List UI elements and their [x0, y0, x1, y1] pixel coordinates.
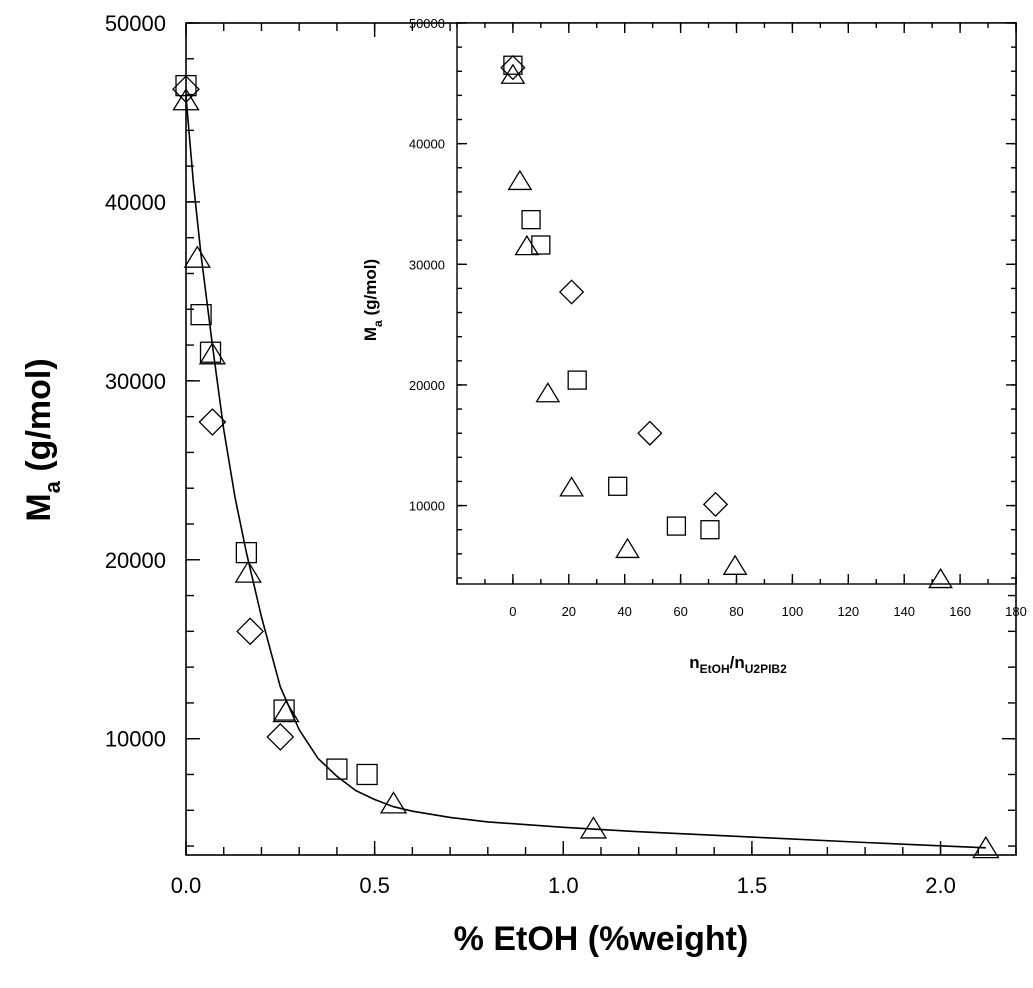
inset-square-point [700, 520, 720, 540]
inset-y-tick-label: 30000 [409, 257, 445, 272]
main-triangle-point [579, 816, 608, 839]
main-y-axis-title: Ma (g/mol) [20, 358, 65, 521]
main-series-triangle [172, 87, 1000, 859]
main-fit-curve [185, 96, 986, 849]
main-y-tick-label: 40000 [105, 190, 166, 215]
inset-triangle-point [500, 63, 526, 84]
main-square-point [273, 699, 295, 721]
main-triangle-point [272, 699, 300, 723]
main-square-point [356, 763, 378, 786]
main-diamond-point [266, 722, 295, 751]
inset-y-axis-title: Ma (g/mol) [361, 259, 385, 341]
inset-x-tick-label: 0 [509, 604, 516, 619]
main-x-tick-label: 1.0 [548, 873, 579, 898]
inset-x-tick-label: 20 [562, 604, 576, 619]
main-triangle-point [172, 87, 200, 111]
main-diamond-point [198, 408, 227, 436]
inset-triangle-point [514, 234, 540, 256]
inset-diamond-point [558, 279, 585, 305]
main-chart: 0.0 0.5 1.0 1.5 2.0 10000 20000 30000 40000 50000… [20, 11, 1017, 958]
inset-x-tick-label: 160 [949, 604, 971, 619]
main-x-tick-label: 2.0 [925, 873, 956, 898]
inset-series-diamond [500, 55, 729, 517]
main-series-diamond [172, 75, 295, 751]
inset-x-tick-label: 180 [1005, 604, 1027, 619]
main-triangle-point [183, 245, 211, 268]
inset-diamond-point [637, 420, 663, 446]
inset-series-triangle [500, 63, 953, 589]
inset-x-tick-label: 80 [729, 604, 743, 619]
main-x-axis-title: % EtOH (%weight) [454, 920, 749, 958]
inset-y-tick-label: 10000 [409, 499, 445, 514]
main-triangle-point [198, 342, 227, 365]
main-x-tick-label: 0.0 [171, 873, 202, 898]
main-y-tick-label: 10000 [105, 727, 166, 752]
inset-chart: 0 20 40 60 80 100 120 140 160 180 10000 20000 30000 4… [361, 16, 1027, 676]
main-diamond-point [172, 75, 200, 104]
main-x-tick-label: 1.5 [737, 873, 768, 898]
inset-triangle-point [722, 554, 748, 575]
inset-y-tick-label: 20000 [409, 378, 445, 393]
main-y-tick-label: 20000 [105, 548, 166, 573]
main-triangle-point [234, 560, 262, 583]
inset-square-point [521, 210, 541, 230]
main-y-tick-label: 50000 [105, 11, 166, 36]
main-diamond-point [236, 617, 265, 646]
main-triangle-point [379, 791, 408, 814]
inset-y-tick-label: 50000 [409, 16, 445, 31]
inset-x-tick-label: 40 [617, 604, 631, 619]
inset-triangle-point [507, 169, 533, 191]
main-square-point [199, 341, 222, 363]
main-x-tick-label: 0.5 [359, 873, 390, 898]
inset-series-square [503, 55, 720, 540]
inset-square-point [567, 370, 587, 390]
inset-x-tick-label: 60 [673, 604, 687, 619]
main-square-point [190, 303, 212, 326]
main-series-square [175, 74, 378, 786]
inset-x-axis-title: nEtOH/nU2PIB2 [689, 653, 787, 676]
inset-diamond-point [702, 491, 729, 517]
inset-triangle-point [615, 537, 640, 559]
inset-x-tick-label: 100 [782, 604, 804, 619]
inset-triangle-point [559, 476, 585, 497]
inset-diamond-point [500, 55, 526, 81]
main-square-point [326, 758, 348, 780]
inset-square-point [666, 516, 687, 536]
inset-x-tick-label: 140 [893, 604, 915, 619]
inset-square-point [608, 476, 628, 496]
inset-y-tick-label: 40000 [409, 137, 445, 152]
inset-triangle-point [535, 382, 561, 403]
inset-plot-frame [456, 22, 1017, 585]
inset-x-tick-label: 120 [837, 604, 859, 619]
main-y-tick-label: 30000 [105, 369, 166, 394]
main-square-point [235, 541, 258, 564]
main-triangle-point [972, 835, 1000, 859]
inset-triangle-point [928, 567, 953, 589]
